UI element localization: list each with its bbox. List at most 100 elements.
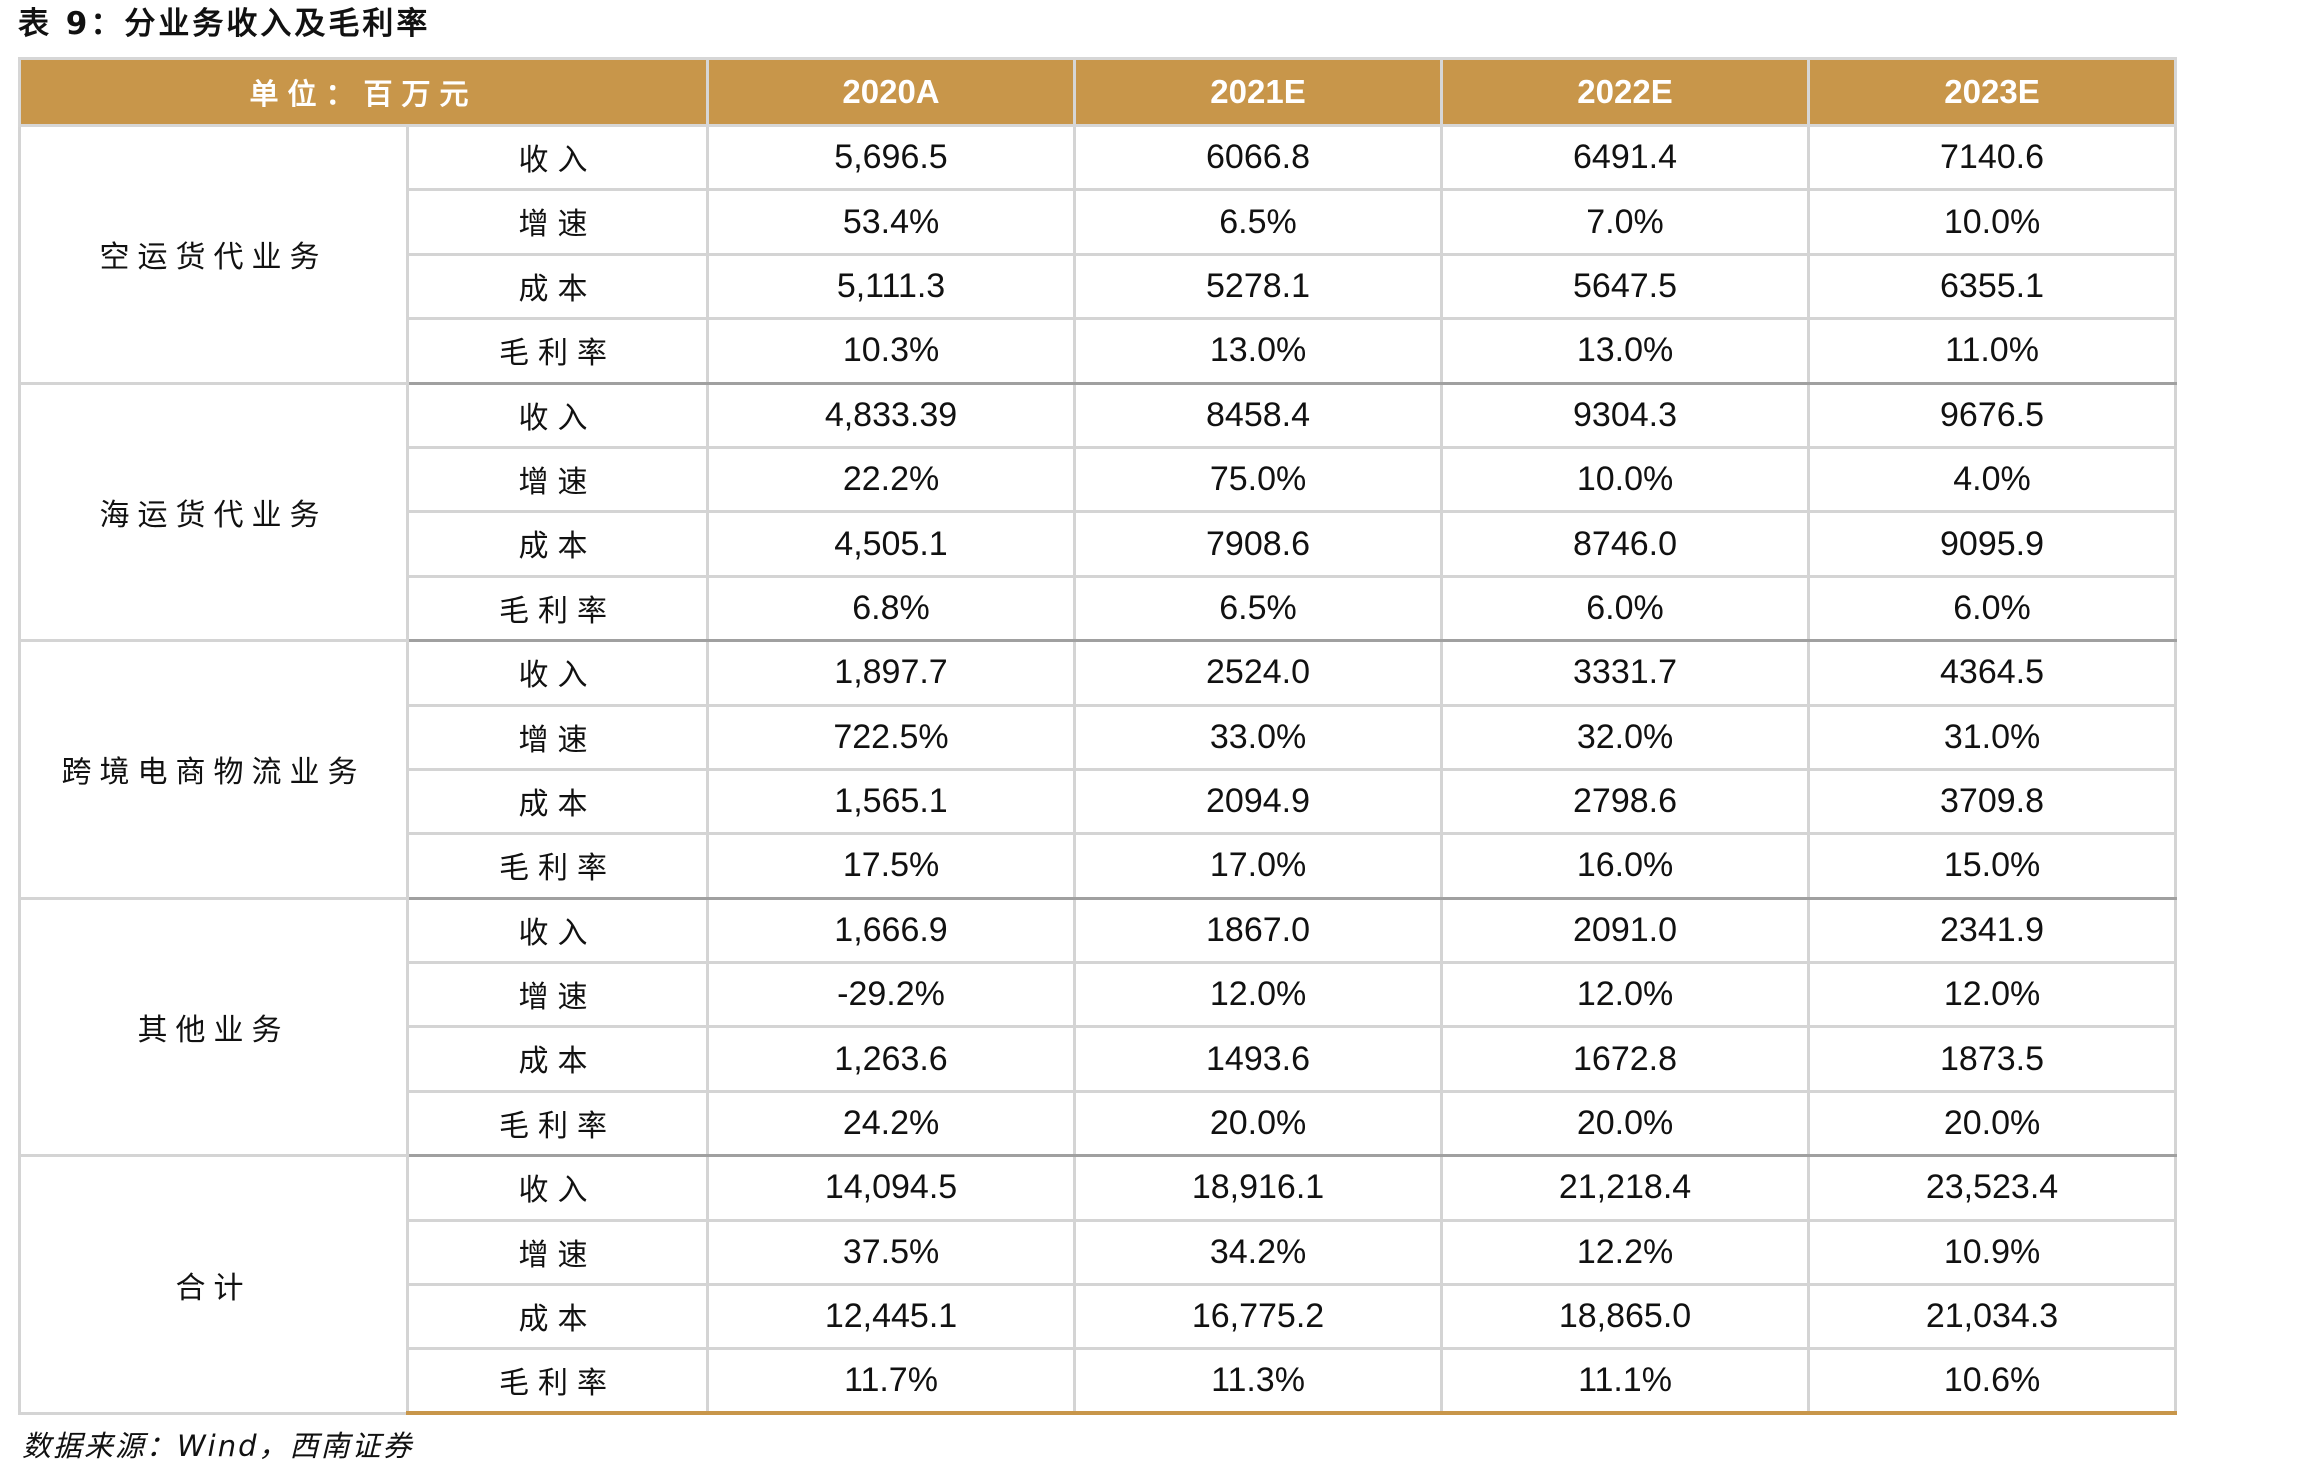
revenue-margin-table-container: 单位：百万元 2020A 2021E 2022E 2023E 空运货代业务 收入 5… [17, 57, 2178, 1416]
value-cell-2023e: 15.0% [1807, 832, 2178, 900]
value-cell-2020a: 10.3% [706, 317, 1077, 385]
value-cell-2021e: 5278.1 [1073, 252, 1444, 321]
metric-label-cost: 成本 [405, 252, 710, 321]
value-cell-2022e: 12.2% [1440, 1218, 1811, 1287]
metric-label-cost: 成本 [405, 510, 710, 578]
value-cell-2021e: 13.0% [1073, 317, 1444, 385]
value-cell-2023e: 10.9% [1807, 1218, 2178, 1287]
value-cell-2020a: 722.5% [706, 703, 1077, 771]
value-cell-2020a: 1,565.1 [706, 767, 1077, 836]
metric-label-gross-margin: 毛利率 [405, 1347, 710, 1416]
metric-label-cost: 成本 [405, 1283, 710, 1351]
metric-label-revenue: 收入 [405, 1154, 710, 1222]
value-cell-2022e: 1672.8 [1440, 1025, 1811, 1093]
value-cell-2023e: 12.0% [1807, 961, 2178, 1029]
value-cell-2022e: 12.0% [1440, 961, 1811, 1029]
table-row-other-cost: 成本 1,263.6 1493.6 1672.8 1873.5 [20, 1025, 2178, 1093]
value-cell-2020a: 11.7% [706, 1347, 1077, 1416]
value-cell-2021e: 20.0% [1073, 1089, 1444, 1158]
table-row-cross-border-ecommerce-gross-margin: 毛利率 17.5% 17.0% 16.0% 15.0% [20, 832, 2178, 900]
table-body: 空运货代业务 收入 5,696.5 6066.8 6491.4 7140.6 增速 53.4%… [18, 123, 2178, 1416]
metric-label-growth: 增速 [405, 703, 710, 771]
revenue-margin-table: 单位：百万元 2020A 2021E 2022E 2023E 空运货代业务 收入 5… [17, 57, 2178, 1416]
category-air-freight: 空运货代业务 [18, 124, 409, 385]
metric-label-gross-margin: 毛利率 [405, 317, 710, 385]
metric-label-cost: 成本 [405, 1025, 710, 1093]
year-header-2020a: 2020A [706, 57, 1077, 127]
metric-label-gross-margin: 毛利率 [405, 832, 710, 900]
table-row-air-freight-cost: 成本 5,111.3 5278.1 5647.5 6355.1 [20, 252, 2178, 321]
table-row-sea-freight-cost: 成本 4,505.1 7908.6 8746.0 9095.9 [20, 510, 2178, 578]
value-cell-2023e: 21,034.3 [1807, 1283, 2178, 1351]
value-cell-2020a: 14,094.5 [706, 1154, 1077, 1222]
metric-label-growth: 增速 [405, 1218, 710, 1287]
value-cell-2021e: 1867.0 [1073, 896, 1444, 965]
category-other: 其他业务 [18, 896, 409, 1158]
header-row: 单位：百万元 2020A 2021E 2022E 2023E [17, 57, 2178, 127]
table-row-air-freight-gross-margin: 毛利率 10.3% 13.0% 13.0% 11.0% [20, 317, 2178, 385]
value-cell-2020a: 1,666.9 [706, 896, 1077, 965]
metric-label-growth: 增速 [405, 188, 710, 256]
year-header-2021e: 2021E [1073, 57, 1444, 127]
value-cell-2020a: 5,111.3 [706, 252, 1077, 321]
table-row-sea-freight-gross-margin: 毛利率 6.8% 6.5% 6.0% 6.0% [20, 574, 2178, 643]
table-row-cross-border-ecommerce-growth: 增速 722.5% 33.0% 32.0% 31.0% [20, 703, 2178, 771]
value-cell-2023e: 10.0% [1807, 188, 2178, 256]
table-row-sea-freight-growth: 增速 22.2% 75.0% 10.0% 4.0% [20, 445, 2178, 514]
value-cell-2023e: 11.0% [1807, 317, 2178, 385]
value-cell-2021e: 34.2% [1073, 1218, 1444, 1287]
value-cell-2020a: 6.8% [706, 574, 1077, 643]
value-cell-2022e: 18,865.0 [1440, 1283, 1811, 1351]
metric-label-revenue: 收入 [405, 381, 710, 449]
table-row-other-growth: 增速 -29.2% 12.0% 12.0% 12.0% [20, 961, 2178, 1029]
value-cell-2020a: 5,696.5 [706, 123, 1077, 192]
table-row-cross-border-ecommerce-cost: 成本 1,565.1 2094.9 2798.6 3709.8 [20, 767, 2178, 836]
value-cell-2021e: 18,916.1 [1073, 1154, 1444, 1222]
value-cell-2022e: 20.0% [1440, 1089, 1811, 1158]
value-cell-2022e: 2798.6 [1440, 767, 1811, 836]
value-cell-2022e: 16.0% [1440, 832, 1811, 900]
value-cell-2022e: 9304.3 [1440, 381, 1811, 449]
table-row-total-cost: 成本 12,445.1 16,775.2 18,865.0 21,034.3 [20, 1283, 2178, 1351]
metric-label-revenue: 收入 [405, 896, 710, 965]
value-cell-2022e: 13.0% [1440, 317, 1811, 385]
table-row-total-growth: 增速 37.5% 34.2% 12.2% 10.9% [20, 1218, 2178, 1287]
value-cell-2020a: 37.5% [706, 1218, 1077, 1287]
value-cell-2021e: 16,775.2 [1073, 1283, 1444, 1351]
table-row-air-freight-revenue: 空运货代业务 收入 5,696.5 6066.8 6491.4 7140.6 [18, 123, 2178, 385]
category-total: 合计 [18, 1154, 409, 1415]
table-row-sea-freight-revenue: 海运货代业务 收入 4,833.39 8458.4 9304.3 9676.5 [18, 381, 2178, 643]
value-cell-2021e: 6.5% [1073, 188, 1444, 256]
value-cell-2021e: 7908.6 [1073, 510, 1444, 578]
value-cell-2020a: 53.4% [706, 188, 1077, 256]
value-cell-2021e: 2094.9 [1073, 767, 1444, 836]
metric-label-gross-margin: 毛利率 [405, 574, 710, 643]
value-cell-2020a: 24.2% [706, 1089, 1077, 1158]
category-cross-border-ecommerce: 跨境电商物流业务 [18, 639, 409, 900]
value-cell-2023e: 1873.5 [1807, 1025, 2178, 1093]
value-cell-2023e: 9095.9 [1807, 510, 2178, 578]
metric-label-growth: 增速 [405, 445, 710, 514]
unit-header: 单位：百万元 [17, 57, 710, 127]
table-row-air-freight-growth: 增速 53.4% 6.5% 7.0% 10.0% [20, 188, 2178, 256]
value-cell-2020a: -29.2% [706, 961, 1077, 1029]
value-cell-2020a: 22.2% [706, 445, 1077, 514]
value-cell-2020a: 12,445.1 [706, 1283, 1077, 1351]
value-cell-2023e: 6.0% [1807, 574, 2178, 643]
value-cell-2022e: 8746.0 [1440, 510, 1811, 578]
table-row-cross-border-ecommerce-revenue: 跨境电商物流业务 收入 1,897.7 2524.0 3331.7 4364.5 [18, 639, 2178, 900]
value-cell-2021e: 12.0% [1073, 961, 1444, 1029]
table-row-total-gross-margin: 毛利率 11.7% 11.3% 11.1% 10.6% [20, 1347, 2178, 1416]
metric-label-growth: 增速 [405, 961, 710, 1029]
value-cell-2021e: 75.0% [1073, 445, 1444, 514]
value-cell-2022e: 21,218.4 [1440, 1154, 1811, 1222]
table-title: 表 9：分业务收入及毛利率 [18, 6, 431, 42]
value-cell-2023e: 4.0% [1807, 445, 2178, 514]
value-cell-2023e: 20.0% [1807, 1089, 2178, 1158]
value-cell-2023e: 4364.5 [1807, 639, 2178, 707]
value-cell-2023e: 2341.9 [1807, 896, 2178, 965]
value-cell-2021e: 11.3% [1073, 1347, 1444, 1416]
metric-label-revenue: 收入 [405, 123, 710, 192]
value-cell-2022e: 3331.7 [1440, 639, 1811, 707]
value-cell-2022e: 10.0% [1440, 445, 1811, 514]
